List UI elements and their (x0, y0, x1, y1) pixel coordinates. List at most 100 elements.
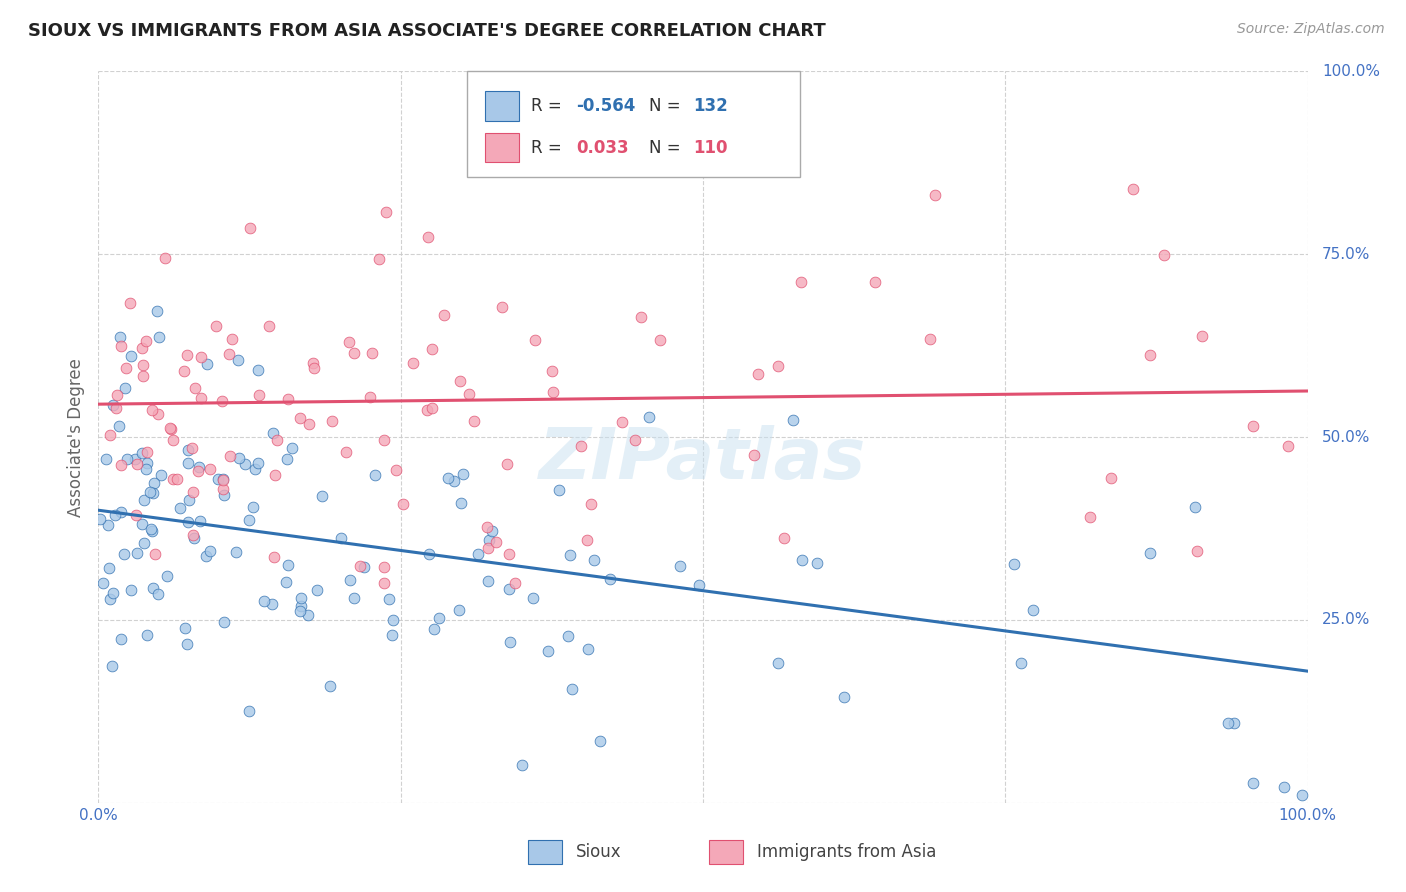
Point (503, 576, 526, 591)
Point (246, 362, 269, 376)
Point (120, 295, 142, 310)
Point (239, 220, 262, 235)
Point (89, 511, 111, 525)
Point (141, 486, 163, 500)
Point (924, 188, 946, 202)
Point (176, 456, 198, 470)
Point (432, 308, 454, 322)
Point (378, 592, 401, 607)
Point (1002, 557, 1025, 571)
Point (319, 679, 342, 693)
Point (120, 582, 142, 597)
Point (1223, 715, 1246, 730)
Point (768, 359, 790, 373)
Point (233, 457, 256, 471)
Point (205, 318, 228, 333)
Point (200, 462, 222, 476)
Point (183, 381, 205, 395)
Point (198, 544, 221, 558)
Point (276, 452, 298, 467)
Point (183, 528, 205, 542)
Point (297, 607, 319, 622)
Point (104, 401, 127, 416)
Point (576, 533, 599, 548)
Point (359, 390, 381, 404)
Point (142, 475, 165, 490)
Point (335, 445, 357, 459)
Point (772, 532, 794, 546)
Point (624, 151, 647, 165)
Point (361, 346, 384, 360)
Point (481, 524, 503, 539)
Point (146, 304, 169, 318)
Point (101, 658, 124, 673)
Point (373, 576, 395, 591)
Point (311, 489, 333, 503)
Point (1272, 780, 1295, 794)
Point (339, 574, 361, 588)
Point (132, 493, 155, 508)
Point (1139, 348, 1161, 362)
Point (422, 342, 444, 356)
Point (211, 482, 233, 496)
Text: 132: 132 (693, 97, 728, 115)
Point (1122, 181, 1144, 195)
Point (304, 360, 326, 375)
Point (262, 425, 284, 440)
Point (280, 441, 302, 455)
Point (373, 434, 395, 448)
Point (264, 467, 287, 482)
Point (131, 369, 153, 384)
Point (146, 407, 169, 421)
Point (242, 500, 264, 514)
Point (247, 388, 270, 402)
Point (190, 391, 212, 405)
Point (557, 629, 579, 643)
Point (212, 471, 235, 485)
Point (1277, 439, 1299, 453)
Point (522, 591, 544, 605)
Point (174, 621, 197, 635)
Point (747, 368, 769, 382)
Point (277, 392, 299, 407)
Point (108, 330, 131, 344)
Point (139, 485, 162, 500)
Point (423, 622, 446, 636)
Point (110, 505, 132, 519)
Point (117, 451, 139, 466)
Point (110, 458, 132, 472)
Text: 75.0%: 75.0% (1322, 247, 1371, 261)
Point (688, 578, 710, 592)
Point (1216, 716, 1239, 731)
Text: R =: R = (531, 138, 567, 157)
Point (537, 644, 560, 658)
Point (266, 433, 288, 447)
Point (135, 462, 157, 476)
Point (863, 275, 886, 289)
Point (1139, 546, 1161, 560)
Point (790, 275, 813, 289)
Point (806, 556, 828, 570)
Point (768, 656, 790, 670)
Point (834, 690, 856, 705)
Point (135, 456, 157, 470)
Point (142, 581, 165, 595)
Point (277, 558, 299, 573)
Point (1153, 248, 1175, 262)
Point (582, 553, 605, 567)
Point (498, 635, 520, 649)
Point (1099, 471, 1122, 485)
Point (343, 346, 366, 360)
Point (98, 561, 121, 575)
Point (243, 462, 266, 476)
Point (1241, 418, 1264, 433)
Point (478, 533, 501, 547)
Point (125, 457, 148, 471)
Point (218, 346, 240, 360)
Point (569, 439, 592, 453)
Point (510, 758, 533, 772)
Point (101, 586, 124, 600)
Point (1185, 543, 1208, 558)
Point (416, 229, 439, 244)
Text: Sioux: Sioux (576, 843, 621, 861)
